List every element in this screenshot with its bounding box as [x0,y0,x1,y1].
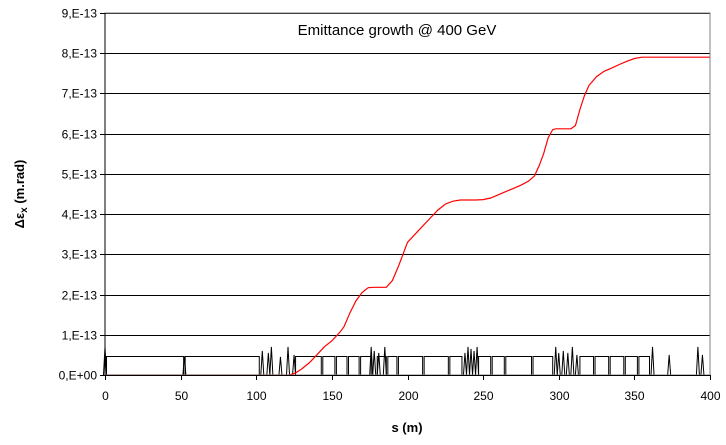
dipole-block [295,355,322,376]
plot-area-frame [104,12,711,376]
quadrupole-spike [372,350,377,376]
quadrupole-spike [369,346,374,376]
quadrupole-spike [278,356,283,376]
quadrupole-spike [561,350,566,376]
dipole-block [348,355,360,376]
quadrupole-spike [475,346,480,376]
quadrupole-spike [695,346,700,376]
quadrupole-spike [556,352,561,376]
quadrupole-spike [269,346,274,376]
x-tick-label: 250 [473,389,493,403]
x-tick-label: 200 [398,389,418,403]
quadrupole-spike [382,346,387,376]
dipole-block [491,355,505,376]
quadrupole-spike [469,348,474,376]
dipole-block [397,355,424,376]
chart-title: Emittance growth @ 400 GeV [298,22,497,39]
y-tick-label: 9,E-13 [62,7,98,21]
y-tick-label: 1,E-13 [62,329,98,343]
y-axis-title-subscript: x [19,207,30,213]
dipole-block [505,355,533,376]
quadrupole-spike [472,350,477,376]
quadrupole-spike [650,346,655,376]
quadrupole-spike [570,346,575,376]
lattice-overlay [103,346,705,376]
quadrupole-spike [462,352,467,376]
quadrupole-spike [700,354,705,376]
quadrupole-spike [286,346,291,376]
dipole-block [184,355,260,376]
quadrupole-spike [667,354,672,376]
x-tick-label: 150 [322,389,342,403]
dipole-block [449,355,463,376]
dipole-block [579,355,595,376]
x-tick-label: 50 [175,389,189,403]
dipole-block [594,355,610,376]
y-tick-label: 6,E-13 [62,128,98,142]
y-axis-title-unit: (m.rad) [12,160,27,208]
y-tick-label: 2,E-13 [62,289,98,303]
dipole-block [638,355,650,376]
dipole-block [387,355,398,376]
x-tick-label: 300 [549,389,569,403]
quadrupole-spike [553,346,558,376]
quadrupole-spike [182,356,187,376]
y-tick-label: 0,E+00 [59,369,98,383]
y-tick-label: 7,E-13 [62,87,98,101]
y-axis-title-main: Δε [12,213,27,229]
dipole-block [335,355,348,376]
dipole-block [609,355,625,376]
quadrupole-spike [376,352,381,376]
dipole-block [106,355,185,376]
quadrupole-spike [292,354,297,376]
x-tick-label: 350 [624,389,644,403]
dipole-block [624,355,638,376]
dipole-block [532,355,554,376]
quadrupole-spike [574,354,579,376]
x-tick-label: 0 [102,389,109,403]
dipole-block [478,355,492,376]
dipole-block [322,355,336,376]
x-axis-title: s (m) [391,420,422,435]
y-tick-label: 5,E-13 [62,168,98,182]
y-tick-label: 3,E-13 [62,248,98,262]
quadrupole-spike [266,352,271,376]
quadrupole-spike [466,346,470,376]
gridlines [105,13,710,336]
x-tick-label: 400 [700,389,720,403]
y-tick-label: 4,E-13 [62,208,98,222]
y-axis-title: Δεx (m.rad) [12,160,30,229]
dipole-block [423,355,449,376]
x-tick-label: 100 [246,389,266,403]
y-tick-label: 8,E-13 [62,47,98,61]
emittance-growth-line [105,56,710,376]
quadrupole-spike [260,350,265,376]
series-layer [105,56,710,376]
axes: 0,E+00 1,E-13 2,E-13 3,E-13 4,E-13 5,E-13 6,E-… [59,7,721,404]
quadrupole-spike [565,352,570,376]
